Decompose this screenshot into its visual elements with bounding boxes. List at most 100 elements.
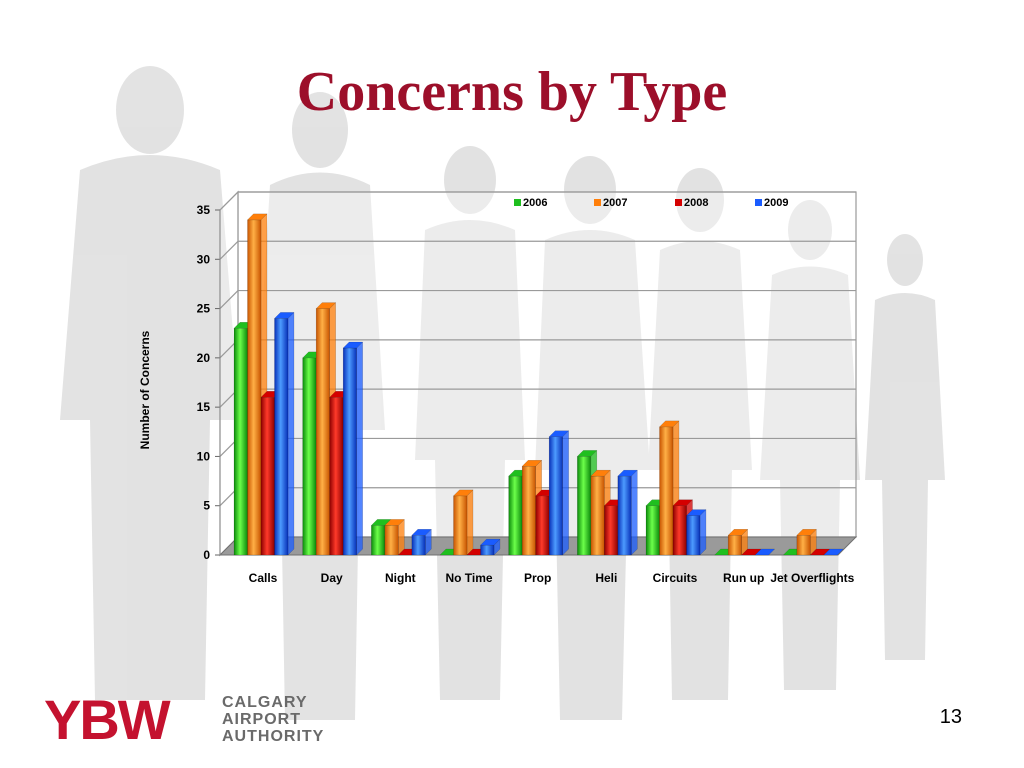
bar-front [796,535,811,556]
bars [233,213,844,556]
bar-top [246,213,268,221]
ybw-logo: YBW CALGARY AIRPORT AUTHORITY [44,692,344,748]
y-axis-ticks: 0 5 10 15 20 25 30 35 [197,203,221,562]
bar-side [287,311,295,556]
bar [754,548,776,556]
bar-front [329,397,344,556]
legend-item: 2007 [594,197,627,209]
logo-line-3: AUTHORITY [222,728,325,745]
bar-top [754,548,776,556]
y-tick-label: 15 [197,400,211,414]
bar-front [480,544,495,556]
bar [411,528,432,556]
y-tick-label: 30 [197,252,211,266]
bar-front [548,436,563,556]
bar-top [727,529,749,536]
bar-top [823,548,844,556]
bar-top [617,469,638,477]
bar-front [645,505,660,556]
y-tick-label: 5 [203,499,210,513]
logo-mark: YBW [44,688,171,751]
legend-label: 2008 [684,197,708,209]
bar-front [453,495,468,556]
x-tick-label: Day [321,571,343,585]
legend-item: 2006 [514,197,547,209]
logo-text: CALGARY AIRPORT AUTHORITY [222,694,324,745]
slide-title: Concerns by Type [296,61,728,123]
bar [479,538,501,556]
bar-front [233,328,248,556]
legend-item: 2008 [675,197,708,209]
bar-front [260,397,275,556]
bar-top [452,489,474,497]
bar-top [576,450,598,457]
bar-front [274,318,289,556]
bar [727,528,749,556]
bar-side [356,341,363,556]
y-tick-label: 10 [197,449,211,463]
y-tick-label: 25 [197,302,211,316]
bar-top [672,499,694,506]
legend-label: 2006 [523,197,547,209]
x-tick-label: Night [385,571,416,585]
gridline-side [219,240,239,260]
x-tick-label: Calls [249,571,278,585]
bar-side [466,489,474,556]
bar [342,341,364,556]
bar [617,469,638,556]
logo-line-2: AIRPORT [222,711,301,728]
bar [823,548,844,556]
legend-swatch [514,199,521,206]
legend-swatch [755,199,762,206]
bar-side [699,508,707,556]
bar-front [604,505,619,556]
x-axis-ticks: Calls Day Night No Time Prop Heli Circuits Run … [249,571,855,585]
bar-side [562,430,569,556]
bar-top [342,341,364,349]
bar-side [631,469,638,556]
bar-top [796,529,817,536]
bar-top [315,302,337,309]
bar [685,508,707,556]
bar-front [659,426,674,556]
bar-top [548,430,570,437]
bar [384,518,405,556]
bar-front [411,535,426,556]
bar-top [685,509,707,516]
gridline-side [219,290,239,309]
bar [796,528,817,556]
bar-front [535,495,550,556]
legend-swatch [675,199,682,206]
y-tick-label: 35 [197,203,211,217]
bar-front [342,347,357,556]
y-tick-label: 0 [203,548,210,562]
bar-front [672,505,687,556]
bar-front [686,515,701,556]
legend-label: 2007 [603,197,627,209]
bar-front [577,456,592,556]
bar-front [302,357,317,556]
page-number: 13 [939,706,962,728]
bar-top [273,312,295,319]
logo-line-1: CALGARY [222,694,308,711]
bar [452,489,474,556]
bar-front [508,475,523,556]
x-tick-label: Heli [595,571,617,585]
bar-front [384,525,399,556]
bar-front [247,219,262,556]
x-tick-label: Run up [723,571,764,585]
bar-top [384,519,405,526]
bar-front [727,535,742,556]
legend: 2006 2007 2008 2009 [514,197,788,209]
x-tick-label: Jet Overflights [770,571,854,585]
x-tick-label: Circuits [653,571,698,585]
legend-item: 2009 [755,197,788,209]
bar-top [411,529,432,536]
y-tick-label: 20 [197,351,211,365]
y-axis-label: Number of Concerns [138,330,152,449]
bar-front [521,466,536,556]
x-tick-label: No Time [445,571,492,585]
bar-front [315,308,330,556]
bar-front [617,475,632,556]
bar-top [658,420,680,428]
